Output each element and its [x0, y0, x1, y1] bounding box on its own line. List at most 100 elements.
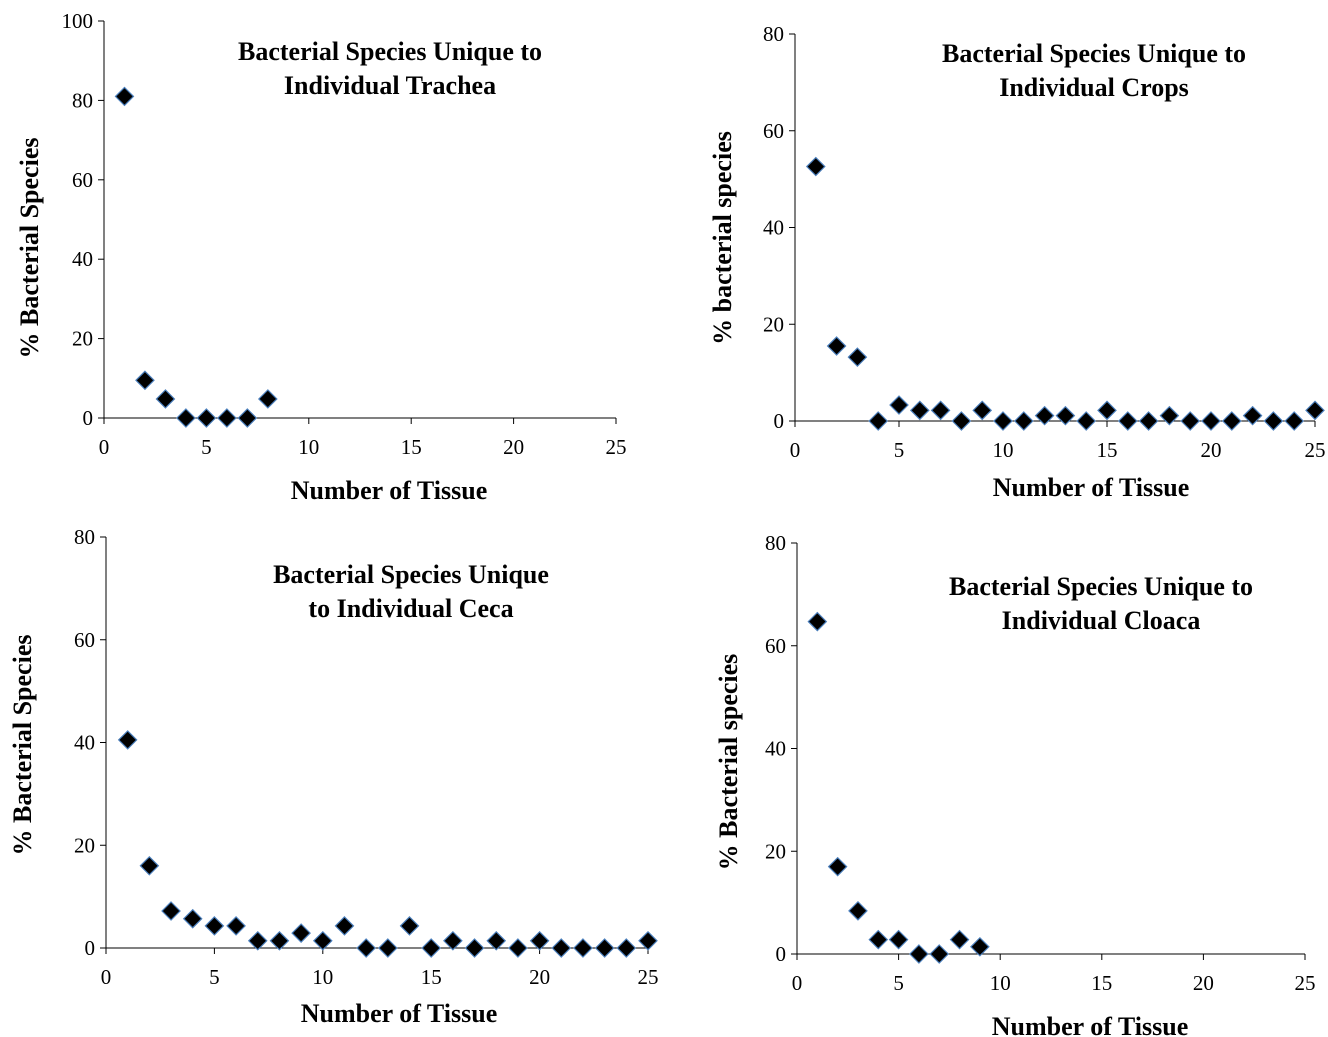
data-point: [136, 371, 154, 389]
y-tick-label: 0: [83, 406, 94, 430]
data-point: [249, 932, 267, 950]
data-point: [911, 401, 929, 419]
y-tick-label: 40: [74, 731, 95, 755]
data-point: [828, 337, 846, 355]
data-point: [227, 917, 245, 935]
data-point: [994, 412, 1012, 430]
chart-title: Bacterial Species Unique to Individual Tr…: [238, 37, 542, 100]
x-tick-label: 25: [1305, 438, 1326, 462]
data-point: [259, 390, 277, 408]
y-axis-label: % bacterial species: [708, 131, 737, 345]
chart-title-line: Bacterial Species Unique to: [942, 39, 1246, 68]
data-point: [1244, 407, 1262, 425]
data-point: [552, 939, 570, 957]
y-axis-label: % Bacterial species: [714, 654, 743, 871]
y-tick-label: 60: [74, 628, 95, 652]
data-point: [869, 412, 887, 430]
data-point: [1015, 412, 1033, 430]
data-point: [422, 939, 440, 957]
chart-panel-2: 0 20 40 60 80 0 5 10 15 20 25 Bacterial Species Uni…: [708, 22, 1326, 502]
data-point: [596, 939, 614, 957]
y-tick-label: 100: [62, 9, 94, 33]
data-point: [238, 409, 256, 427]
data-point: [848, 348, 866, 366]
data-point: [509, 939, 527, 957]
chart-title: Bacterial Species Unique to Individual Cl…: [949, 572, 1253, 635]
x-tick-label: 10: [298, 435, 319, 459]
data-point: [177, 409, 195, 427]
data-point: [292, 924, 310, 942]
x-axis-label: Number of Tissue: [992, 1012, 1189, 1037]
y-tick-label: 0: [774, 409, 785, 433]
x-tick-label: 20: [1201, 438, 1222, 462]
x-tick-label: 25: [1295, 971, 1316, 995]
data-point: [115, 87, 133, 105]
y-tick-label: 80: [74, 525, 95, 549]
x-tick-label: 20: [1193, 971, 1214, 995]
x-tick-label: 5: [209, 965, 220, 989]
chart-title: Bacterial Species Unique to Individual Ce…: [273, 560, 549, 623]
data-point: [1223, 412, 1241, 430]
data-point: [1140, 412, 1158, 430]
data-point: [971, 938, 989, 956]
y-tick-label: 80: [72, 88, 93, 112]
data-point: [184, 910, 202, 928]
data-point: [639, 932, 657, 950]
data-point: [401, 917, 419, 935]
data-point: [531, 932, 549, 950]
y-tick-label: 60: [765, 634, 786, 658]
data-point: [314, 932, 332, 950]
data-point: [849, 902, 867, 920]
y-axis-label: % Bacterial Species: [15, 138, 44, 359]
data-point: [487, 932, 505, 950]
x-tick-label: 15: [1091, 971, 1112, 995]
data-point: [829, 858, 847, 876]
data-point: [1306, 401, 1324, 419]
y-tick-label: 0: [776, 942, 787, 966]
chart-title-line: to Individual Ceca: [308, 594, 513, 623]
data-point: [357, 939, 375, 957]
data-point: [1077, 412, 1095, 430]
data-point: [335, 917, 353, 935]
chart-title-line: Individual Crops: [999, 73, 1189, 102]
y-tick-label: 80: [763, 22, 784, 46]
data-point: [444, 932, 462, 950]
y-tick-label: 60: [72, 168, 93, 192]
x-tick-label: 20: [529, 965, 550, 989]
x-tick-label: 15: [401, 435, 422, 459]
y-tick-label: 80: [765, 531, 786, 555]
x-tick-label: 10: [312, 965, 333, 989]
x-tick-label: 0: [790, 438, 801, 462]
data-point: [162, 902, 180, 920]
chart-title-line: Individual Cloaca: [1002, 606, 1201, 635]
y-tick-label: 20: [763, 312, 784, 336]
chart-panel-3: 0 20 40 60 80 0 5 10 15 20 25 Bacterial Species Uni…: [8, 525, 659, 1028]
y-tick-label: 20: [765, 839, 786, 863]
x-tick-label: 0: [99, 435, 110, 459]
y-axis-label: % Bacterial Species: [8, 635, 37, 856]
x-tick-label: 25: [606, 435, 627, 459]
x-tick-label: 5: [893, 971, 904, 995]
data-point: [466, 939, 484, 957]
x-axis-label: Number of Tissue: [301, 999, 498, 1028]
data-point: [807, 158, 825, 176]
x-tick-label: 0: [792, 971, 803, 995]
data-point: [930, 945, 948, 963]
data-point: [952, 412, 970, 430]
data-point: [869, 931, 887, 949]
x-axis-label: Number of Tissue: [993, 473, 1190, 502]
data-point: [1098, 401, 1116, 419]
data-point: [808, 613, 826, 631]
data-point: [205, 917, 223, 935]
x-tick-label: 20: [503, 435, 524, 459]
x-tick-label: 0: [101, 965, 112, 989]
data-point: [270, 932, 288, 950]
y-tick-label: 60: [763, 119, 784, 143]
y-tick-label: 40: [72, 247, 93, 271]
x-axis-label: Number of Tissue: [291, 476, 488, 505]
data-point: [1181, 412, 1199, 430]
x-tick-label: 15: [1097, 438, 1118, 462]
data-point: [574, 939, 592, 957]
data-point: [1160, 407, 1178, 425]
chart-title-line: Bacterial Species Unique: [273, 560, 549, 589]
